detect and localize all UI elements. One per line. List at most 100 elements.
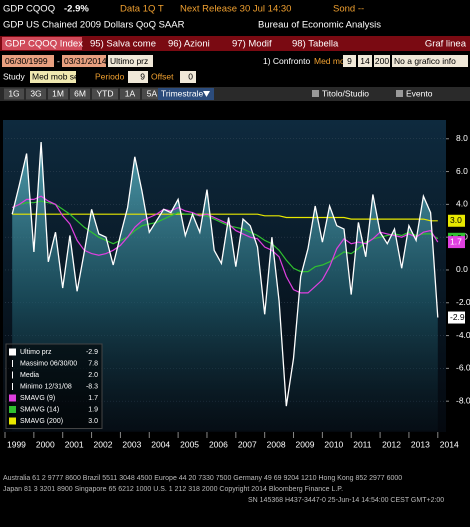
period-box[interactable] [128, 71, 148, 83]
offset-label: Offset [151, 71, 174, 81]
offset-box[interactable] [180, 71, 196, 83]
y-tick-label: 4.0 [456, 199, 468, 209]
y-tick-label: 0.0 [456, 264, 468, 274]
chart-type[interactable]: Graf linea [425, 39, 467, 50]
legend-label: SMAVG (9) [20, 395, 55, 402]
menu-item[interactable]: 95) Salva come [90, 39, 156, 50]
menu-item[interactable]: 97) Modif [232, 39, 272, 50]
study-period[interactable]: 14 [360, 56, 370, 66]
study[interactable]: Med mob se [32, 71, 79, 81]
offset[interactable]: 0 [188, 71, 193, 81]
info-box[interactable] [392, 55, 468, 67]
menu-item[interactable]: 96) Azioni [168, 39, 210, 50]
x-tick-label: 2012 [382, 439, 401, 449]
description: GDP US Chained 2009 Dollars QoQ SAAR [3, 20, 185, 31]
range-label[interactable]: 5A [147, 88, 158, 98]
last-value-label: 3.0 [450, 215, 462, 225]
menu-item[interactable]: 98) Tabella [292, 39, 339, 50]
x-tick-label: 2006 [209, 439, 228, 449]
change: -2.9% [64, 4, 89, 15]
range-button[interactable] [92, 88, 118, 100]
range-button[interactable] [26, 88, 46, 100]
menu-bar [0, 36, 470, 51]
data-label: Data 1Q T [120, 4, 164, 15]
study-period[interactable]: 200 [375, 56, 389, 66]
study-box[interactable] [30, 71, 76, 83]
field[interactable]: Ultimo prz [110, 56, 148, 66]
range-label[interactable]: YTD [97, 88, 114, 98]
legend-value: 7.8 [88, 360, 98, 367]
y-tick-label: -8.0 [456, 395, 470, 405]
range-button[interactable] [4, 88, 24, 100]
y-tick-label: 6.0 [456, 166, 468, 176]
x-tick-label: 2013 [411, 439, 430, 449]
footer-line: Japan 81 3 3201 8900 Singapore 65 6212 1… [3, 486, 343, 493]
legend-swatch [9, 417, 16, 425]
last-value-badge [448, 214, 465, 227]
x-tick-label: 2011 [353, 439, 372, 449]
period-box[interactable] [358, 55, 372, 67]
legend-swatch [9, 348, 16, 356]
range-button[interactable] [142, 88, 162, 100]
legend-value: 2.0 [88, 372, 98, 379]
period[interactable]: 9 [140, 71, 145, 81]
range-label[interactable]: 6M [74, 88, 86, 98]
legend-label: SMAVG (14) [20, 406, 59, 413]
x-tick-label: 1999 [7, 439, 26, 449]
period-box[interactable] [374, 55, 390, 67]
legend-value: 3.0 [88, 418, 98, 425]
x-tick-label: 2004 [151, 439, 170, 449]
last-value-label: 1.7 [450, 236, 462, 246]
study-period[interactable]: 9 [347, 56, 352, 66]
range-button[interactable] [48, 88, 68, 100]
start-date[interactable]: 06/30/1999 [5, 56, 48, 66]
period-label: Periodo [95, 71, 125, 81]
y-tick-label: -4.0 [456, 330, 470, 340]
x-tick-label: 2002 [94, 439, 113, 449]
x-tick-label: 2010 [324, 439, 343, 449]
legend-label: Minimo 12/31/08 [20, 383, 72, 390]
icon [312, 90, 319, 97]
x-tick-label: 2014 [440, 439, 459, 449]
area [12, 142, 438, 431]
range-button[interactable] [70, 88, 90, 100]
field-box[interactable] [108, 55, 153, 67]
security[interactable]: GDP CQOQ Index [5, 39, 83, 50]
legend-value: -2.9 [86, 349, 98, 356]
legend-value: 1.7 [88, 395, 98, 402]
event[interactable]: Evento [406, 88, 433, 98]
footer-line: Australia 61 2 9777 8600 Brazil 5511 304… [3, 475, 402, 482]
legend-label: SMAVG (200) [20, 418, 63, 425]
y-tick-label: -6.0 [456, 363, 470, 373]
range-label[interactable]: 3G [30, 88, 41, 98]
info[interactable]: No a grafico info [394, 56, 456, 66]
x-tick-label: 2001 [65, 439, 84, 449]
range-label[interactable]: 1A [125, 88, 136, 98]
title-study[interactable]: Titolo/Studio [322, 88, 369, 98]
legend-label: Massimo 06/30/00 [20, 360, 77, 367]
study-label: Med mob [314, 56, 350, 66]
end-date[interactable]: 03/31/2014 [64, 56, 107, 66]
study-row-label: Study [3, 71, 25, 81]
frequency-box[interactable] [158, 88, 214, 100]
last-value-badge [448, 236, 465, 249]
period-box[interactable] [343, 55, 356, 67]
frequency[interactable]: Trimestrale [161, 88, 203, 98]
range-label[interactable]: 1G [8, 88, 19, 98]
legend-swatch [9, 394, 16, 402]
y-tick-label: 8.0 [456, 133, 468, 143]
legend-label: Ultimo prz [20, 349, 52, 356]
date-box[interactable] [62, 55, 106, 67]
range-label[interactable]: 1M [52, 88, 64, 98]
compare[interactable]: 1) Confronto [263, 56, 311, 66]
security-box[interactable] [2, 37, 82, 50]
footer-line: SN 145368 H437-3447-0 25-Jun-14 14:54:00… [248, 497, 444, 504]
icon [396, 90, 403, 97]
date-box[interactable] [2, 55, 54, 67]
survey: Sond -- [333, 4, 364, 15]
legend-label: Media [20, 372, 39, 379]
ticker: GDP CQOQ [3, 4, 55, 15]
source: Bureau of Economic Analysis [258, 20, 381, 31]
range-button[interactable] [120, 88, 140, 100]
